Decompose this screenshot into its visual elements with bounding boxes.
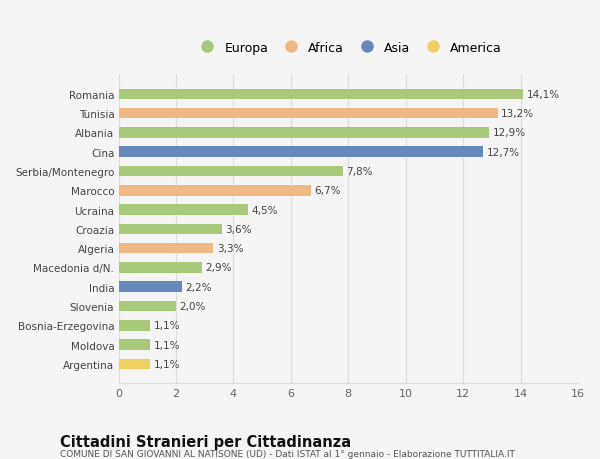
Bar: [119, 301, 176, 312]
Text: 1,1%: 1,1%: [154, 320, 180, 330]
Bar: [119, 340, 150, 350]
Text: 3,3%: 3,3%: [217, 244, 243, 253]
Bar: [119, 320, 150, 331]
Text: 13,2%: 13,2%: [501, 109, 534, 119]
Text: 12,7%: 12,7%: [487, 147, 520, 157]
Text: 4,5%: 4,5%: [251, 205, 278, 215]
Text: 1,1%: 1,1%: [154, 359, 180, 369]
Bar: [119, 359, 150, 369]
Legend: Europa, Africa, Asia, America: Europa, Africa, Asia, America: [194, 41, 502, 55]
Text: 6,7%: 6,7%: [314, 186, 341, 196]
Text: 2,9%: 2,9%: [205, 263, 232, 273]
Text: COMUNE DI SAN GIOVANNI AL NATISONE (UD) - Dati ISTAT al 1° gennaio - Elaborazion: COMUNE DI SAN GIOVANNI AL NATISONE (UD) …: [60, 449, 515, 458]
Bar: [119, 185, 311, 196]
Text: Cittadini Stranieri per Cittadinanza: Cittadini Stranieri per Cittadinanza: [60, 434, 351, 449]
Bar: [119, 243, 214, 254]
Text: 2,0%: 2,0%: [179, 301, 206, 311]
Bar: [119, 109, 497, 119]
Bar: [119, 263, 202, 273]
Bar: [119, 128, 489, 139]
Bar: [119, 224, 222, 235]
Bar: [119, 205, 248, 215]
Bar: [119, 147, 483, 157]
Text: 7,8%: 7,8%: [346, 167, 373, 177]
Text: 2,2%: 2,2%: [185, 282, 212, 292]
Text: 12,9%: 12,9%: [493, 128, 526, 138]
Bar: [119, 90, 523, 100]
Text: 3,6%: 3,6%: [226, 224, 252, 234]
Bar: [119, 166, 343, 177]
Text: 14,1%: 14,1%: [527, 90, 560, 100]
Bar: [119, 282, 182, 292]
Text: 1,1%: 1,1%: [154, 340, 180, 350]
